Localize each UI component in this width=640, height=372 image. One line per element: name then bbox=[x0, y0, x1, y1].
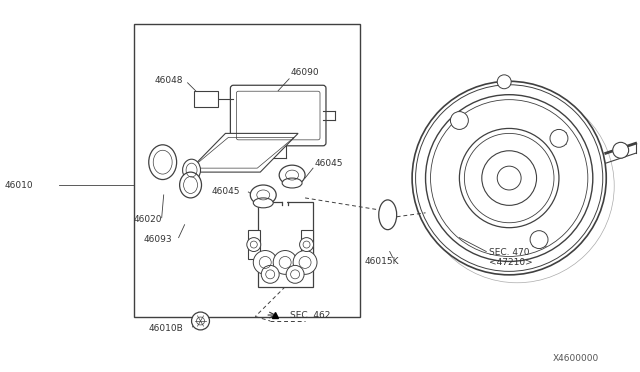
Text: 46093: 46093 bbox=[144, 235, 172, 244]
Text: 46015K: 46015K bbox=[365, 257, 399, 266]
Ellipse shape bbox=[182, 159, 200, 181]
Circle shape bbox=[191, 312, 209, 330]
Bar bbox=[193, 91, 218, 107]
Text: <47210>: <47210> bbox=[489, 258, 533, 267]
Ellipse shape bbox=[379, 200, 397, 230]
Circle shape bbox=[293, 250, 317, 274]
Text: 46045: 46045 bbox=[211, 187, 240, 196]
Bar bbox=[248, 230, 260, 259]
Circle shape bbox=[497, 75, 511, 89]
Circle shape bbox=[300, 238, 314, 251]
Ellipse shape bbox=[250, 185, 276, 205]
Circle shape bbox=[497, 166, 521, 190]
Text: SEC. 462: SEC. 462 bbox=[290, 311, 330, 320]
Text: X4600000: X4600000 bbox=[552, 354, 599, 363]
Ellipse shape bbox=[148, 145, 177, 180]
Circle shape bbox=[253, 250, 277, 274]
Ellipse shape bbox=[482, 151, 536, 205]
Ellipse shape bbox=[426, 95, 593, 262]
FancyBboxPatch shape bbox=[230, 85, 326, 146]
Text: 46010: 46010 bbox=[4, 180, 33, 189]
Circle shape bbox=[273, 250, 297, 274]
Bar bbox=[258, 202, 312, 287]
Text: 46048: 46048 bbox=[155, 76, 183, 85]
Circle shape bbox=[261, 265, 279, 283]
Text: 46045: 46045 bbox=[315, 159, 344, 168]
Polygon shape bbox=[188, 134, 298, 172]
Text: SEC. 470: SEC. 470 bbox=[489, 248, 530, 257]
Ellipse shape bbox=[460, 128, 559, 228]
Bar bbox=[301, 230, 312, 259]
Text: 46020: 46020 bbox=[134, 215, 163, 224]
Ellipse shape bbox=[253, 198, 273, 208]
Bar bbox=[134, 24, 360, 317]
Ellipse shape bbox=[279, 165, 305, 185]
Circle shape bbox=[612, 142, 628, 158]
Circle shape bbox=[550, 129, 568, 147]
Text: 46010B: 46010B bbox=[148, 324, 184, 333]
Ellipse shape bbox=[180, 172, 202, 198]
Circle shape bbox=[451, 112, 468, 129]
Ellipse shape bbox=[282, 178, 302, 188]
Ellipse shape bbox=[412, 81, 606, 275]
Circle shape bbox=[247, 238, 260, 251]
Text: 46090: 46090 bbox=[290, 68, 319, 77]
Circle shape bbox=[530, 231, 548, 248]
Circle shape bbox=[286, 265, 304, 283]
